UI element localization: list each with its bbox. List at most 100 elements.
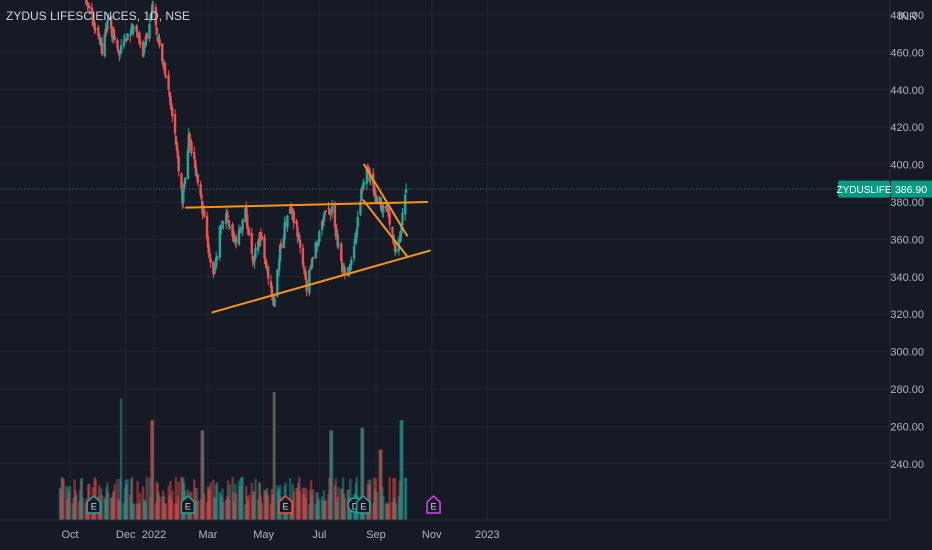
candle-body[interactable] (245, 213, 249, 229)
candle-body[interactable] (232, 234, 235, 238)
candle-body[interactable] (215, 256, 219, 260)
candle-body[interactable] (239, 229, 243, 231)
candle-body[interactable] (404, 189, 408, 194)
candle-body[interactable] (161, 62, 165, 65)
candle-body[interactable] (138, 32, 141, 44)
candle-body[interactable] (354, 237, 358, 242)
trendline-flag-upper[interactable] (363, 163, 409, 237)
candle-body[interactable] (113, 36, 116, 41)
candle-body[interactable] (382, 205, 385, 213)
candle-body[interactable] (193, 152, 196, 159)
candle-body[interactable] (301, 247, 305, 265)
earnings-icon[interactable] (426, 494, 441, 514)
candle-body[interactable] (375, 196, 379, 203)
candle-body[interactable] (394, 249, 398, 252)
candle-body[interactable] (199, 184, 202, 196)
candle-body[interactable] (218, 225, 221, 258)
candle-body[interactable] (182, 183, 186, 189)
candle-body[interactable] (289, 205, 293, 210)
candle-body[interactable] (253, 255, 256, 263)
candle-body[interactable] (340, 262, 344, 272)
event-marker[interactable]: E (278, 494, 293, 514)
candle-body[interactable] (214, 257, 218, 268)
candle-body[interactable] (303, 269, 306, 272)
candle-body[interactable] (244, 208, 247, 223)
candle-body[interactable] (206, 236, 210, 248)
candle-body[interactable] (98, 37, 102, 45)
candle-body[interactable] (119, 45, 123, 53)
candle-body[interactable] (296, 226, 299, 237)
candle-body[interactable] (214, 265, 217, 271)
candle-body[interactable] (360, 189, 363, 200)
candle-body[interactable] (90, 7, 94, 15)
candle-body[interactable] (213, 271, 216, 274)
candle-body[interactable] (155, 27, 158, 35)
candle-body[interactable] (273, 298, 276, 307)
candle-body[interactable] (309, 267, 312, 269)
candle-body[interactable] (350, 260, 353, 266)
candle-body[interactable] (212, 261, 215, 275)
candle-body[interactable] (277, 259, 281, 271)
trendline-flag-lower[interactable] (362, 199, 409, 258)
candle-body[interactable] (203, 210, 206, 217)
earnings-icon[interactable] (355, 494, 371, 514)
price-axis[interactable] (890, 0, 932, 520)
candle-body[interactable] (298, 234, 301, 239)
candle-body[interactable] (144, 36, 148, 46)
candle-body[interactable] (279, 242, 283, 249)
candle-body[interactable] (117, 49, 120, 53)
candle-body[interactable] (366, 165, 369, 168)
candle-body[interactable] (276, 269, 279, 297)
candle-body[interactable] (310, 258, 314, 268)
candle-body[interactable] (308, 270, 311, 294)
candle-body[interactable] (316, 242, 319, 248)
candle-body[interactable] (194, 166, 198, 176)
candle-body[interactable] (100, 42, 104, 55)
candle-body[interactable] (170, 103, 173, 109)
candle-body[interactable] (265, 261, 268, 269)
candle-body[interactable] (129, 34, 132, 36)
candle-body[interactable] (221, 221, 224, 223)
candle-body[interactable] (131, 25, 135, 34)
candle-body[interactable] (260, 236, 264, 240)
candle-body[interactable] (254, 247, 257, 259)
candle-body[interactable] (343, 268, 347, 274)
candle-body[interactable] (269, 281, 273, 288)
candle-body[interactable] (365, 167, 369, 184)
candle-body[interactable] (132, 26, 136, 28)
candle-body[interactable] (139, 42, 142, 45)
candle-body[interactable] (388, 212, 391, 225)
candle-body[interactable] (337, 243, 340, 246)
candle-body[interactable] (193, 160, 197, 168)
candle-body[interactable] (119, 53, 122, 55)
candle-body[interactable] (167, 74, 170, 91)
candle-body[interactable] (163, 62, 167, 75)
candle-body[interactable] (302, 266, 306, 268)
candle-body[interactable] (235, 237, 238, 243)
candle-body[interactable] (176, 150, 179, 159)
candle-body[interactable] (183, 177, 187, 185)
candle-body[interactable] (104, 28, 107, 36)
candle-body[interactable] (208, 253, 211, 257)
candle-body[interactable] (173, 114, 177, 134)
candle-body[interactable] (334, 224, 337, 237)
candle-body[interactable] (352, 246, 356, 259)
candle-body[interactable] (321, 220, 325, 224)
candle-body[interactable] (318, 231, 321, 242)
candle-body[interactable] (103, 34, 106, 56)
candle-body[interactable] (245, 207, 248, 213)
candle-body[interactable] (251, 255, 254, 261)
candle-body[interactable] (237, 230, 241, 245)
candle-body[interactable] (186, 150, 190, 180)
candle-body[interactable] (174, 136, 178, 145)
earnings-icon[interactable] (180, 494, 196, 514)
candle-body[interactable] (283, 222, 286, 239)
candle-body[interactable] (87, 5, 91, 9)
candle-body[interactable] (386, 207, 390, 213)
candle-body[interactable] (177, 156, 180, 172)
candle-body[interactable] (209, 258, 212, 263)
candle-body[interactable] (369, 174, 372, 182)
candle-body[interactable] (94, 28, 97, 30)
candle-body[interactable] (169, 95, 172, 105)
